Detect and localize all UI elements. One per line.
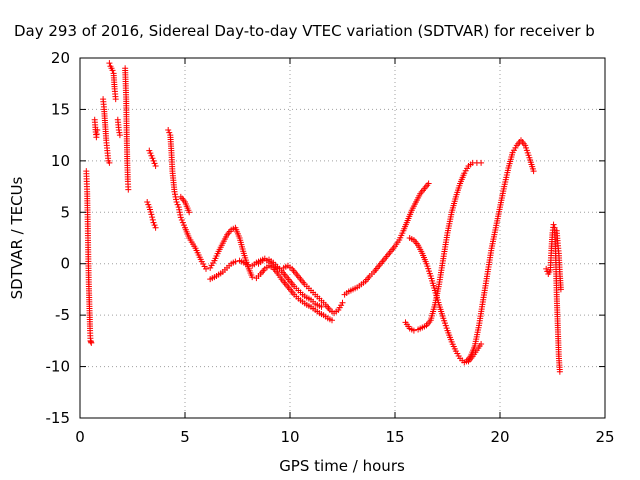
data-point-marker <box>339 299 346 306</box>
data-point-marker <box>249 274 256 281</box>
data-point-marker <box>165 127 172 133</box>
data-point-marker <box>174 201 181 208</box>
y-tick-label: -15 <box>46 409 71 427</box>
data-point-marker <box>173 199 180 205</box>
data-point-marker <box>557 286 564 293</box>
data-point-marker <box>150 219 157 226</box>
y-tick-label: 15 <box>51 100 70 118</box>
x-tick-label: 15 <box>385 428 404 446</box>
series-17 <box>553 227 564 293</box>
series-1 <box>91 116 101 141</box>
series-13 <box>402 159 485 334</box>
data-point-marker <box>171 188 178 195</box>
data-point-marker <box>175 204 182 211</box>
data-point-marker <box>245 261 251 268</box>
y-tick-label: -10 <box>46 358 71 376</box>
data-point-marker <box>178 217 185 223</box>
y-tick-label: 0 <box>60 255 70 273</box>
series-16 <box>543 221 563 375</box>
data-point-marker <box>318 303 325 310</box>
data-point-marker <box>146 147 153 154</box>
x-axis-label: GPS time / hours <box>279 457 405 475</box>
series-12 <box>341 180 432 298</box>
data-point-marker <box>543 265 550 272</box>
data-point-marker <box>151 222 158 229</box>
series-2 <box>100 96 113 166</box>
chart-title: Day 293 of 2016, Sidereal Day-to-day VTE… <box>14 22 595 40</box>
data-point-marker <box>177 214 184 221</box>
series-4 <box>114 116 123 139</box>
data-point-marker <box>144 199 151 205</box>
data-point-marker <box>148 152 155 159</box>
data-point-marker <box>478 159 485 166</box>
y-axis-label: SDTVAR / TECUs <box>8 176 26 299</box>
data-point-marker <box>148 211 155 218</box>
series-10 <box>207 255 325 310</box>
data-point-marker <box>149 214 156 221</box>
series-3 <box>106 60 119 103</box>
data-point-marker <box>478 340 485 347</box>
data-point-marker <box>172 191 179 198</box>
data-point-marker <box>177 211 184 218</box>
series-15 <box>463 137 537 365</box>
data-point-marker <box>329 317 335 324</box>
data-point-marker <box>232 258 239 265</box>
data-point-marker <box>173 196 180 203</box>
data-point-marker <box>186 209 193 216</box>
y-tick-label: 20 <box>51 49 70 67</box>
x-tick-label: 5 <box>180 428 190 446</box>
y-tick-label: 10 <box>51 152 70 170</box>
data-point-marker <box>180 222 187 229</box>
data-point-marker <box>179 219 186 226</box>
data-point-marker <box>149 216 156 223</box>
data-point-marker <box>176 209 183 216</box>
data-point-marker <box>176 206 183 213</box>
data-point-marker <box>109 67 116 74</box>
data-point-marker <box>147 150 154 157</box>
data-point-marker <box>112 96 119 103</box>
data-point-marker <box>106 159 113 166</box>
x-tick-label: 10 <box>280 428 299 446</box>
y-tick-label: -5 <box>55 306 70 324</box>
grid-lines <box>80 58 605 418</box>
data-point-marker <box>94 127 101 133</box>
series-7 <box>146 147 159 169</box>
data-point-marker <box>151 160 158 167</box>
data-point-marker <box>425 180 432 187</box>
x-tick-label: 20 <box>490 428 509 446</box>
x-tick-label: 0 <box>75 428 85 446</box>
series-8 <box>165 127 335 324</box>
data-point-marker <box>152 224 159 231</box>
data-point-marker <box>556 368 563 375</box>
y-tick-label: 5 <box>60 203 70 221</box>
data-point-marker <box>172 193 179 200</box>
data-point-marker <box>149 155 156 162</box>
data-point-marker <box>410 327 417 334</box>
series-5 <box>122 65 132 193</box>
series-6 <box>144 199 159 231</box>
series-0 <box>83 168 95 346</box>
data-points <box>83 60 564 375</box>
data-point-marker <box>276 265 283 272</box>
data-point-marker <box>145 201 152 208</box>
data-point-marker <box>530 168 537 175</box>
data-point-marker <box>150 157 157 164</box>
data-point-marker <box>166 129 173 136</box>
data-point-marker <box>203 265 209 272</box>
plot-frame <box>79 57 606 419</box>
x-tick-label: 25 <box>595 428 614 446</box>
data-point-marker <box>115 127 122 133</box>
data-point-marker <box>106 60 113 67</box>
data-point-marker <box>116 129 123 136</box>
data-point-marker <box>125 186 132 193</box>
series-11 <box>255 257 346 317</box>
data-point-marker <box>116 132 123 139</box>
data-point-marker <box>88 339 95 346</box>
data-point-marker <box>152 163 159 169</box>
data-point-marker <box>550 221 557 228</box>
axis-ticks: 0 5 10 15 20 25 -15 -10 -5 0 5 10 15 20 <box>46 49 615 446</box>
series-9 <box>177 193 193 216</box>
